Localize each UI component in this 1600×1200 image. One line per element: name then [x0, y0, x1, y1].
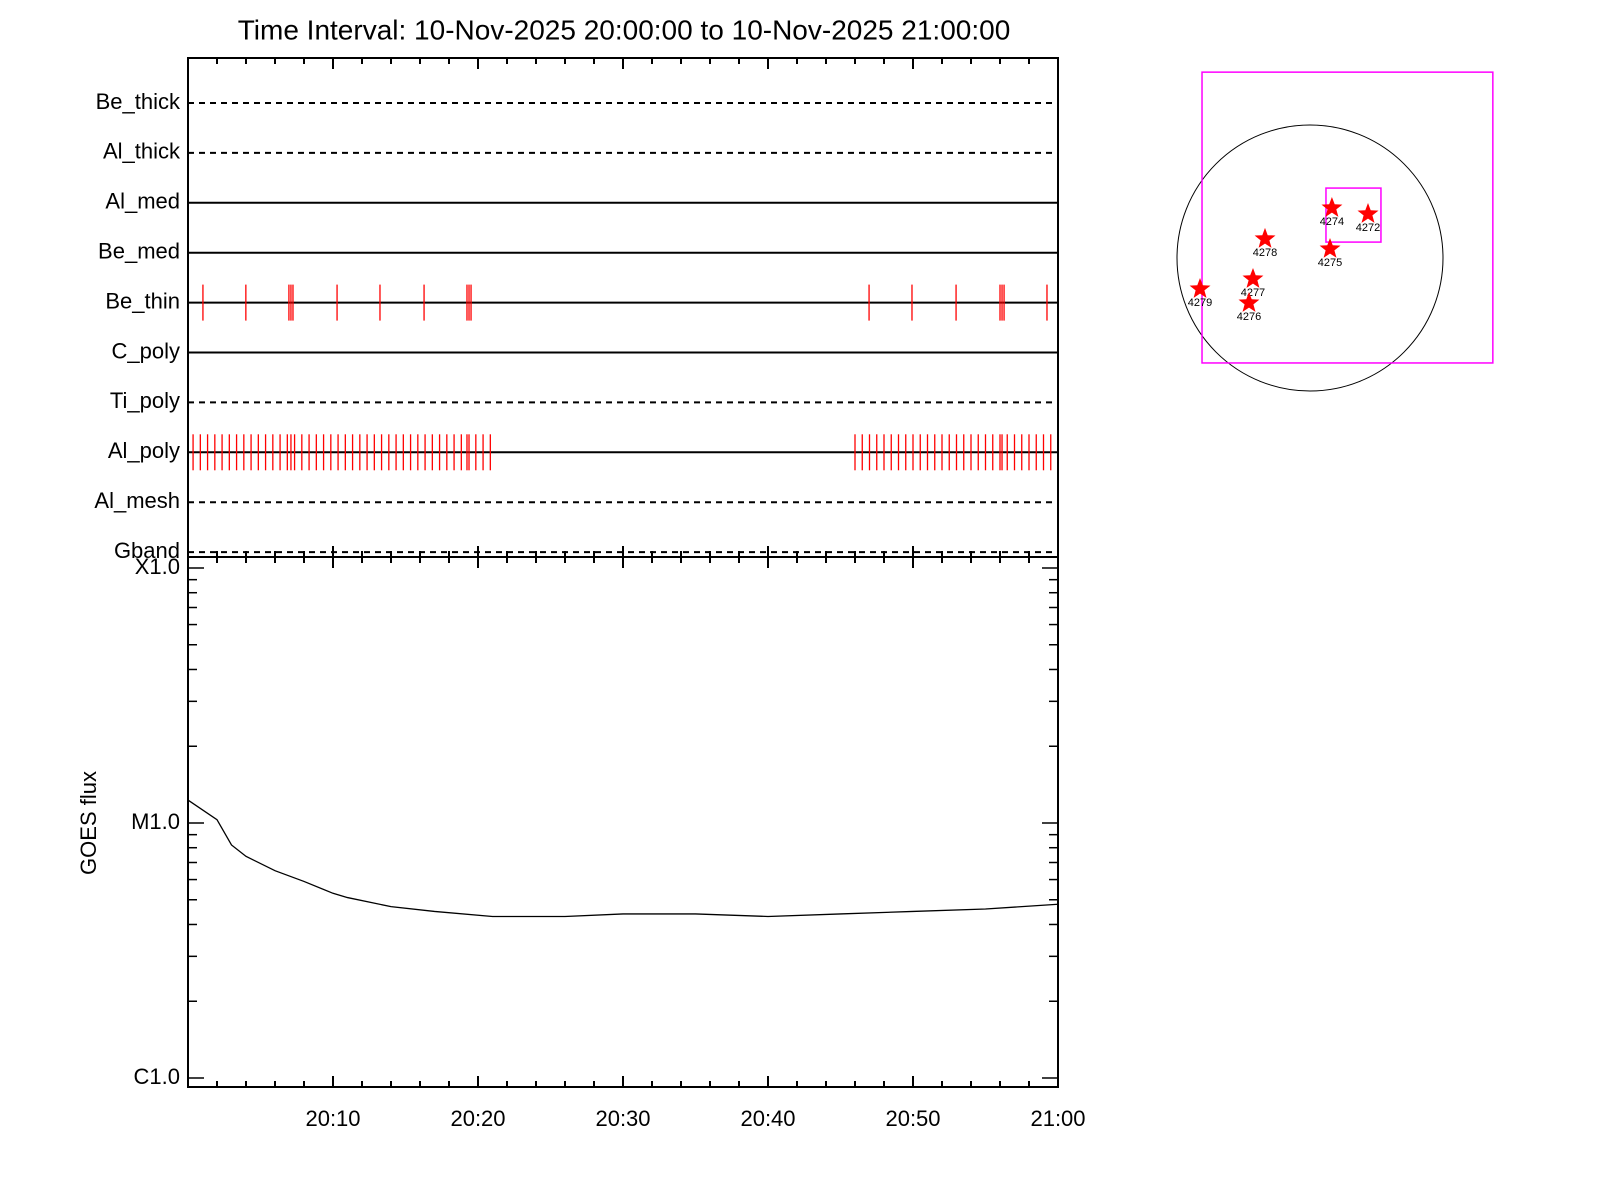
filter-label: Al_thick: [103, 139, 181, 164]
filter-label: Al_mesh: [94, 488, 180, 513]
active-region-label: 4276: [1237, 311, 1261, 323]
active-region: [1242, 268, 1264, 288]
filter-label: Gband: [114, 538, 180, 563]
field-of-view: [1325, 187, 1382, 243]
x-tick-label: 20:40: [740, 1106, 795, 1131]
goes-flux-line: [187, 799, 1059, 918]
active-region: [1319, 238, 1341, 258]
x-tick-label: 20:10: [305, 1106, 360, 1131]
active-region: [1189, 278, 1211, 298]
field-of-view: [1201, 71, 1494, 364]
figure-title: Time Interval: 10-Nov-2025 20:00:00 to 1…: [238, 14, 1011, 45]
y-tick-label: M1.0: [131, 809, 180, 834]
filter-label: Be_med: [98, 239, 180, 264]
filter-label: Al_poly: [108, 438, 180, 463]
solar-disk: [1176, 124, 1444, 392]
panel-frame: [187, 556, 1059, 1088]
active-region: [1238, 292, 1260, 312]
filter-label: Ti_poly: [110, 388, 180, 413]
filter-label: Be_thin: [105, 288, 180, 313]
filter-label: C_poly: [112, 338, 180, 363]
active-region-label: 4278: [1253, 247, 1277, 259]
panel-frame: [187, 57, 1059, 558]
x-tick-label: 20:30: [595, 1106, 650, 1131]
filter-label: Al_med: [105, 189, 180, 214]
x-tick-label: 20:20: [450, 1106, 505, 1131]
active-region-label: 4274: [1320, 216, 1344, 228]
x-tick-label: 20:50: [885, 1106, 940, 1131]
filter-label: Be_thick: [96, 89, 181, 114]
y-tick-label: X1.0: [135, 554, 180, 579]
active-region-label: 4279: [1188, 297, 1212, 309]
active-region: [1321, 197, 1343, 217]
active-region: [1254, 227, 1276, 248]
active-region-label: 4272: [1356, 222, 1380, 234]
active-region-label: 4277: [1241, 287, 1265, 299]
active-region: [1357, 203, 1379, 223]
x-tick-label: 21:00: [1030, 1106, 1085, 1131]
active-region-label: 4275: [1318, 257, 1342, 269]
y-tick-label: C1.0: [134, 1064, 180, 1089]
y-axis-title: GOES flux: [76, 771, 101, 875]
